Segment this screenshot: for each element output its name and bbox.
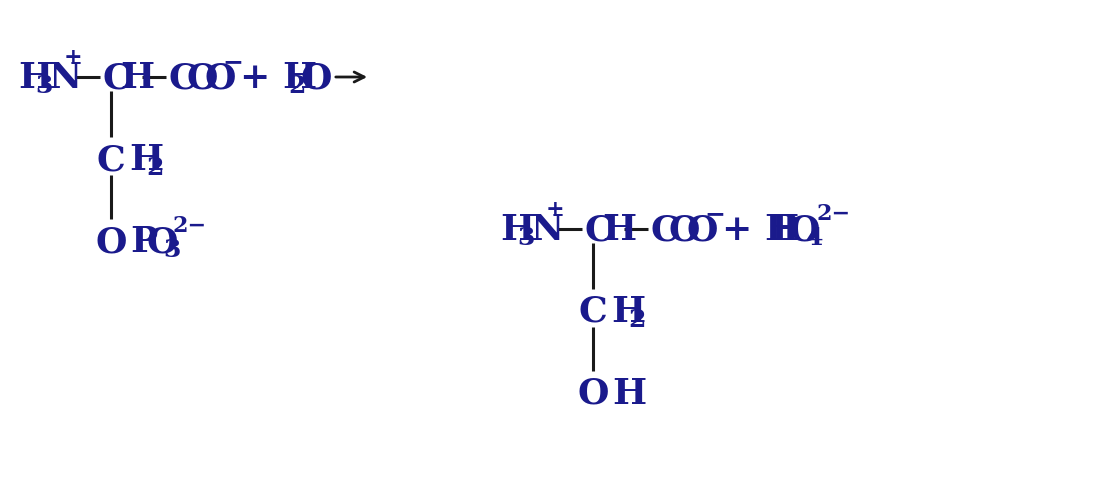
Text: −: − bbox=[704, 201, 725, 226]
Text: 2: 2 bbox=[628, 307, 645, 332]
Text: N: N bbox=[48, 61, 81, 95]
Text: −: − bbox=[222, 50, 243, 74]
Text: N: N bbox=[530, 212, 564, 246]
Text: O: O bbox=[300, 61, 331, 95]
Text: + H: + H bbox=[240, 61, 317, 95]
Text: O: O bbox=[668, 212, 700, 246]
Text: 4: 4 bbox=[806, 226, 824, 249]
Text: + H: + H bbox=[722, 212, 799, 246]
Text: 2−: 2− bbox=[817, 203, 852, 225]
Text: 2−: 2− bbox=[173, 214, 208, 237]
Text: O: O bbox=[146, 225, 177, 258]
Text: O: O bbox=[204, 61, 235, 95]
Text: 3: 3 bbox=[517, 226, 535, 249]
Text: C: C bbox=[650, 212, 679, 246]
Text: H: H bbox=[500, 212, 535, 246]
Text: P: P bbox=[129, 225, 157, 258]
Text: P: P bbox=[770, 212, 797, 246]
Text: O: O bbox=[577, 376, 608, 410]
Text: C: C bbox=[578, 294, 607, 328]
Text: H: H bbox=[610, 294, 645, 328]
Text: 3: 3 bbox=[35, 74, 52, 98]
Text: H: H bbox=[602, 212, 636, 246]
Text: H: H bbox=[612, 376, 646, 410]
Text: +: + bbox=[64, 47, 83, 69]
Text: C: C bbox=[169, 61, 196, 95]
Text: H: H bbox=[129, 143, 163, 177]
Text: O: O bbox=[686, 212, 718, 246]
Text: C: C bbox=[584, 212, 613, 246]
Text: 3: 3 bbox=[163, 238, 181, 261]
Text: 2: 2 bbox=[288, 74, 306, 98]
Text: C: C bbox=[97, 143, 125, 177]
Text: +: + bbox=[546, 198, 565, 221]
Text: O: O bbox=[95, 225, 127, 258]
Text: H: H bbox=[18, 61, 52, 95]
Text: 2: 2 bbox=[146, 156, 163, 180]
Text: C: C bbox=[102, 61, 131, 95]
Text: O: O bbox=[788, 212, 819, 246]
Text: O: O bbox=[186, 61, 218, 95]
Text: H: H bbox=[121, 61, 154, 95]
